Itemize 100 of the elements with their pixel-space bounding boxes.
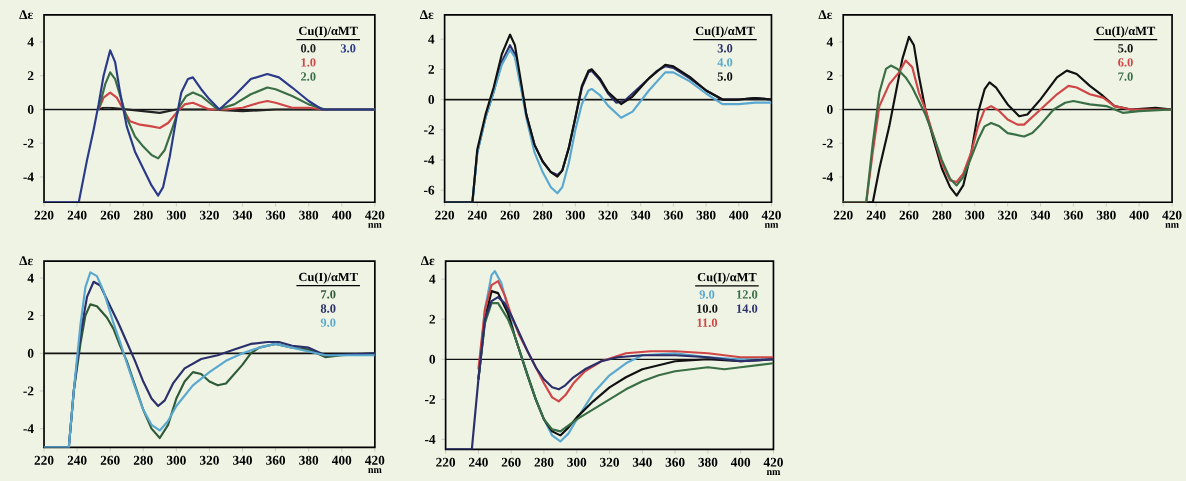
y-axis-title: Δε [420,256,435,266]
legend-title: Cu(I)/αMT [299,272,358,284]
x-tick-label: 380 [696,210,716,220]
x-tick-label: 420 [1162,210,1182,220]
x-tick-label: 300 [565,210,585,220]
y-tick-label: -4 [425,434,436,444]
y-axis-title: Δε [19,9,33,19]
x-tick-label: 340 [631,210,651,220]
x-tick-label: 220 [435,210,455,220]
x-tick-label: 420 [365,455,385,465]
x-tick-label: 360 [663,210,683,220]
x-tick-label: 400 [331,455,352,465]
text: 9.0 [320,318,336,327]
x-tick-label: 280 [932,210,952,220]
y-tick-label: -6 [424,185,435,195]
text: 5.0 [1118,43,1133,53]
x-tick-label: 420 [761,210,781,220]
x-tick-label: 420 [763,457,783,467]
y-tick-label: 2 [27,311,34,320]
y-tick-label: -2 [23,138,34,148]
y-axis-title: Δε [19,256,33,266]
x-tick-label: 320 [199,210,219,220]
y-tick-label: -4 [23,424,34,433]
x-tick-label: 260 [100,210,120,220]
text: 3.0 [717,43,733,53]
x-tick-label: 240 [866,210,886,220]
x-tick-label: 260 [899,210,919,220]
text: 11.0 [697,318,718,327]
x-tick-label: 300 [965,210,985,220]
x-tick-label: 280 [534,457,554,467]
x-tick-label: 320 [199,455,219,465]
legend-title: Cu(I)/αMT [697,272,757,284]
x-tick-label: 240 [467,210,487,220]
text: 3.0 [340,43,356,53]
text: 6.0 [1118,58,1133,67]
y-tick-label: 4 [826,37,833,47]
x-tick-label: 280 [533,210,553,220]
y-tick-label: -4 [822,172,833,182]
y-tick-label: -4 [23,172,34,182]
x-tick-label: 240 [67,455,87,465]
x-tick-label: 220 [833,210,853,220]
text: 4.0 [717,58,733,67]
x-tick-label: 280 [133,210,153,220]
x-tick-label: 360 [665,457,685,467]
text: 7.0 [321,290,336,299]
y-tick-label: 0 [27,348,34,358]
y-tick-label: -4 [424,155,435,165]
y-tick-label: 4 [27,273,34,283]
x-tick-label: 240 [67,210,87,220]
x-tick-label: 320 [600,457,619,467]
y-axis-title: Δε [818,9,833,19]
legend-title: Cu(I)/αMT [695,26,755,38]
x-tick-label: 280 [133,455,153,465]
x-tick-label: 320 [998,210,1018,220]
y-tick-label: -2 [23,386,34,396]
x-tick-label: 360 [266,210,286,220]
series-label: 2.0 [301,72,316,81]
x-tick-label: 260 [500,210,520,220]
x-tick-label: 220 [34,210,54,220]
x-tick-label: 360 [1063,210,1083,220]
text: 14.0 [736,304,758,313]
text: 10.0 [697,304,718,313]
x-tick-label: 420 [365,210,385,220]
x-axis-title: nm [1165,222,1179,228]
x-tick-label: 320 [598,210,618,220]
x-axis-title: nm [766,470,781,475]
y-tick-label: 0 [429,354,436,364]
text: 7.0 [1118,72,1133,81]
y-tick-label: 0 [827,104,833,114]
y-tick-label: 4 [428,34,435,44]
x-tick-label: 300 [567,457,587,467]
x-tick-label: 380 [299,210,319,220]
x-tick-label: 260 [100,455,120,465]
x-tick-label: 380 [1096,210,1116,220]
legend-title: Cu(I)/αMT [1096,26,1156,38]
x-tick-label: 340 [233,210,252,220]
y-tick-label: -2 [424,125,435,135]
y-tick-label: 2 [27,71,34,80]
x-axis-title: nm [368,468,382,473]
y-tick-label: 2 [428,64,435,74]
y-tick-label: 2 [429,314,436,324]
x-axis-title: nm [764,222,779,228]
x-tick-label: 340 [233,455,252,465]
y-tick-label: 0 [27,104,34,114]
x-tick-label: 300 [166,210,186,220]
x-tick-label: 300 [166,455,186,465]
x-tick-label: 400 [729,210,749,220]
text: 0.0 [300,43,316,53]
x-tick-label: 340 [1031,210,1050,220]
x-tick-label: 380 [299,455,319,465]
x-tick-label: 260 [501,457,521,467]
text: 8.0 [320,304,336,313]
text: 1.0 [301,58,316,67]
series-label: 5.0 [717,72,733,81]
y-tick-label: 4 [27,37,34,47]
text: 9.0 [699,290,715,299]
x-axis-title: nm [368,222,382,228]
y-tick-label: -2 [425,394,436,404]
y-axis-title: Δε [419,9,434,19]
y-tick-label: 4 [429,274,436,284]
